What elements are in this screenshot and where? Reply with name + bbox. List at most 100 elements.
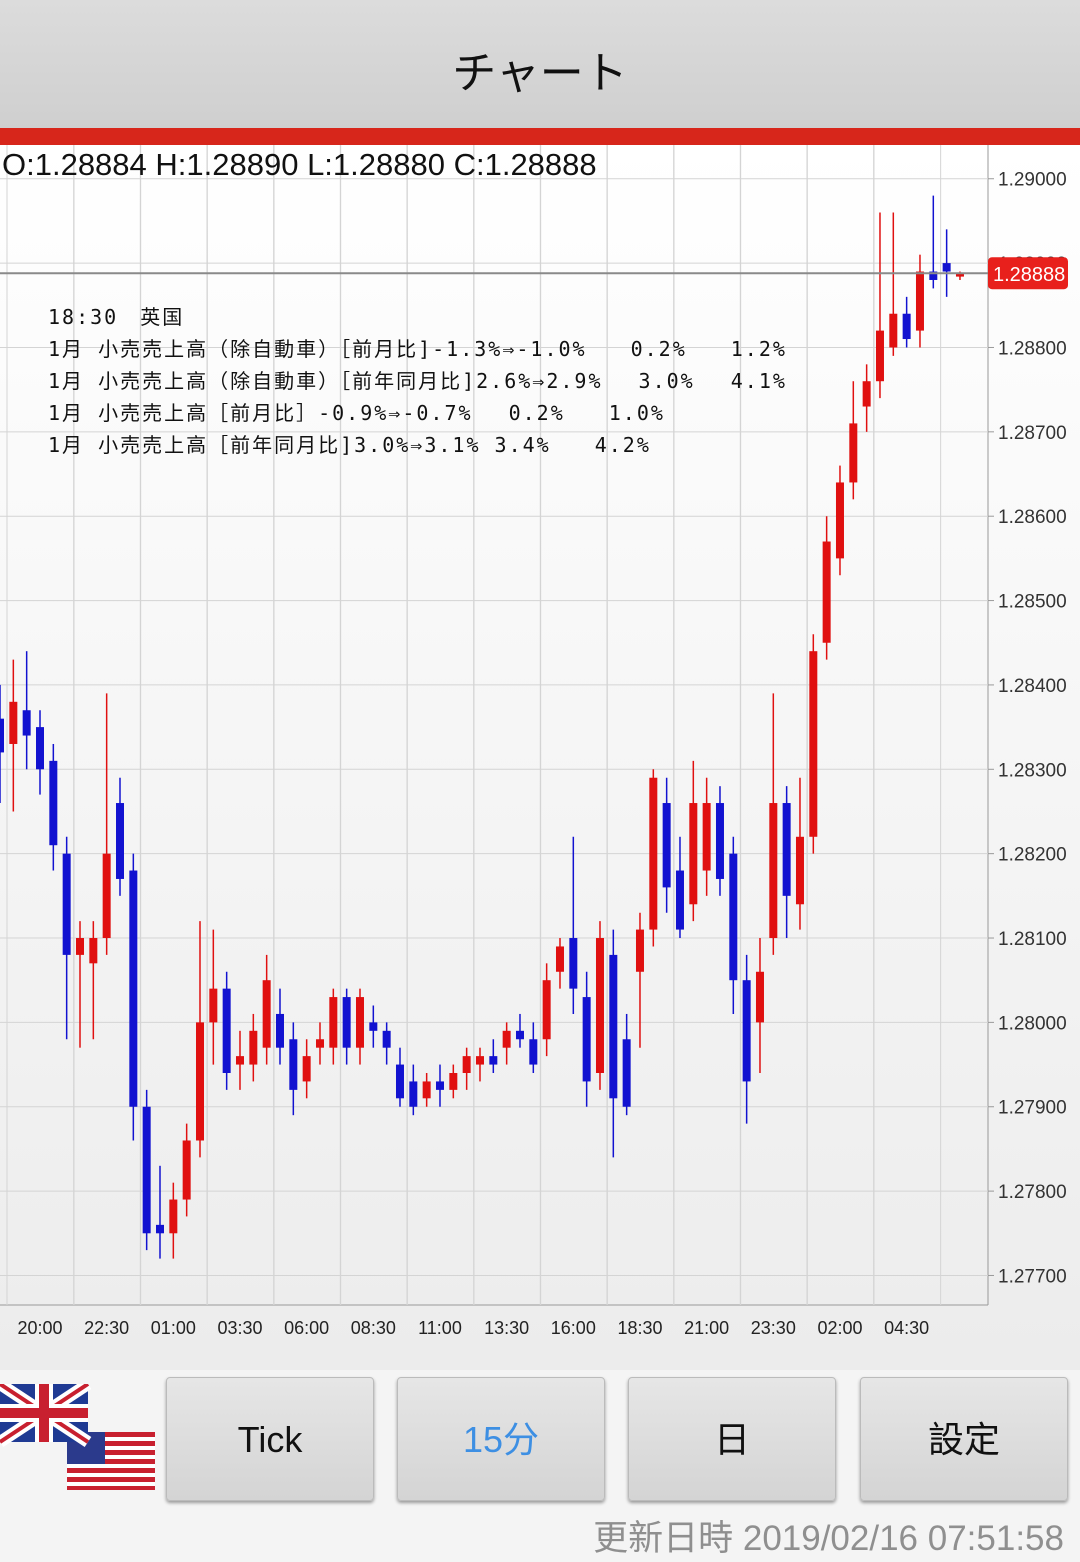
candle-body — [422, 1081, 431, 1099]
y-tick-label: 1.28300 — [998, 760, 1067, 781]
y-tick-label: 1.28800 — [998, 338, 1067, 359]
last-price-tag — [988, 257, 1068, 290]
x-tick-label: 04:30 — [884, 1318, 929, 1338]
candle-body — [329, 997, 338, 1048]
candle-body — [249, 1030, 258, 1065]
candle-body — [275, 1013, 284, 1048]
candle-body — [235, 1056, 244, 1065]
candle-body — [782, 803, 791, 896]
candle-body — [262, 980, 271, 1048]
candle-body — [515, 1030, 524, 1040]
y-tick-label: 1.28700 — [998, 423, 1067, 444]
y-tick-label: 1.28100 — [998, 929, 1067, 950]
candle-body — [729, 853, 738, 981]
candle-body — [289, 1039, 298, 1090]
vertical-grid — [6, 145, 942, 1305]
candle-body — [942, 263, 951, 272]
candle-body — [555, 946, 564, 972]
candle-body — [462, 1056, 471, 1073]
settings-button[interactable]: 設定 — [860, 1377, 1068, 1501]
candle-body — [755, 971, 764, 1023]
candle-body — [542, 980, 551, 1040]
y-tick-label: 1.27800 — [998, 1182, 1067, 1203]
candle-body — [862, 381, 871, 407]
candle-body — [449, 1073, 458, 1090]
candle-body — [955, 273, 964, 277]
x-tick-label: 06:00 — [284, 1318, 329, 1338]
candle-body — [115, 803, 124, 879]
candle-body — [435, 1081, 444, 1090]
candle-body — [342, 997, 351, 1048]
candle-body — [209, 988, 218, 1023]
candle-body — [702, 803, 711, 871]
tick-button[interactable]: Tick — [166, 1377, 374, 1501]
news-line: 1月 小売売上高［前月比］-0.9%⇒-0.7% 0.2% 1.0% — [48, 401, 665, 425]
ohlc-label: O:1.28884 H:1.28890 L:1.28880 C:1.28888 — [2, 147, 597, 182]
x-tick-label: 11:00 — [418, 1318, 462, 1338]
candle-body — [662, 803, 671, 888]
x-tick-label: 16:00 — [551, 1318, 596, 1338]
candle-body — [195, 1022, 204, 1141]
candle-body — [915, 271, 924, 331]
candle-body — [569, 938, 578, 989]
x-tick-label: 08:30 — [351, 1318, 396, 1338]
candle-body — [635, 929, 644, 972]
candle-body — [622, 1039, 631, 1107]
header-title: チャート — [0, 0, 1080, 128]
candle-body — [822, 541, 831, 643]
candle-body — [22, 710, 31, 736]
candle-body — [315, 1039, 324, 1048]
y-tick-label: 1.27900 — [998, 1098, 1067, 1119]
news-block: 18:30 英国 1月 小売売上高（除自動車）［前月比]-1.3%⇒-1.0% 0… — [48, 305, 787, 457]
candle-body — [875, 330, 884, 382]
candle-body — [155, 1224, 164, 1234]
candle-body — [689, 803, 698, 905]
y-tick-label: 1.27700 — [998, 1266, 1067, 1287]
candle-body — [355, 997, 364, 1048]
news-line: 18:30 英国 — [48, 305, 184, 329]
x-tick-label: 21:00 — [684, 1318, 729, 1338]
y-tick-label: 1.28200 — [998, 845, 1067, 866]
candle-body — [62, 853, 71, 955]
candle-body — [609, 954, 618, 1099]
candle-body — [889, 313, 898, 348]
update-time: 更新日時 2019/02/16 07:51:58 — [593, 1519, 1064, 1558]
candle-body — [129, 870, 138, 1107]
candle-body — [9, 701, 18, 744]
candle-body — [182, 1140, 191, 1200]
candle-body — [675, 870, 684, 930]
candle-body — [102, 853, 111, 939]
candle-body — [89, 938, 98, 964]
candle-body — [902, 313, 911, 340]
grid — [0, 178, 994, 1276]
candle-body — [369, 1022, 378, 1031]
candle-body — [595, 938, 604, 1073]
candle-body — [489, 1056, 498, 1065]
last-price-label: 1.28888 — [993, 264, 1065, 286]
y-tick-label: 1.28600 — [998, 507, 1067, 528]
candle-body — [742, 980, 751, 1082]
x-tick-label: 20:00 — [17, 1318, 62, 1338]
interval-button[interactable]: 15分 — [397, 1377, 605, 1501]
candle-body — [769, 803, 778, 939]
news-line: 1月 小売売上高（除自動車）［前月比]-1.3%⇒-1.0% 0.2% 1.2% — [48, 337, 787, 361]
candle-body — [475, 1056, 484, 1065]
candle-body — [809, 651, 818, 837]
x-tick-label: 02:00 — [817, 1318, 862, 1338]
candle-body — [529, 1039, 538, 1065]
candle-body — [142, 1106, 151, 1234]
y-tick-label: 1.29000 — [998, 170, 1067, 191]
y-tick-label: 1.28000 — [998, 1013, 1067, 1034]
candle-body — [649, 777, 658, 930]
news-line: 1月 小売売上高（除自動車）［前年同月比]2.6%⇒2.9% 3.0% 4.1% — [48, 369, 787, 393]
candle-body — [835, 482, 844, 559]
candle-body — [75, 938, 84, 955]
x-tick-label: 01:00 — [151, 1318, 196, 1338]
candle-body — [929, 271, 938, 280]
candle-body — [382, 1030, 391, 1048]
candle-body — [715, 803, 724, 879]
daily-button[interactable]: 日 — [628, 1377, 836, 1501]
x-tick-label: 13:30 — [484, 1318, 529, 1338]
header-bar — [0, 128, 1080, 145]
candle-body — [795, 836, 804, 905]
